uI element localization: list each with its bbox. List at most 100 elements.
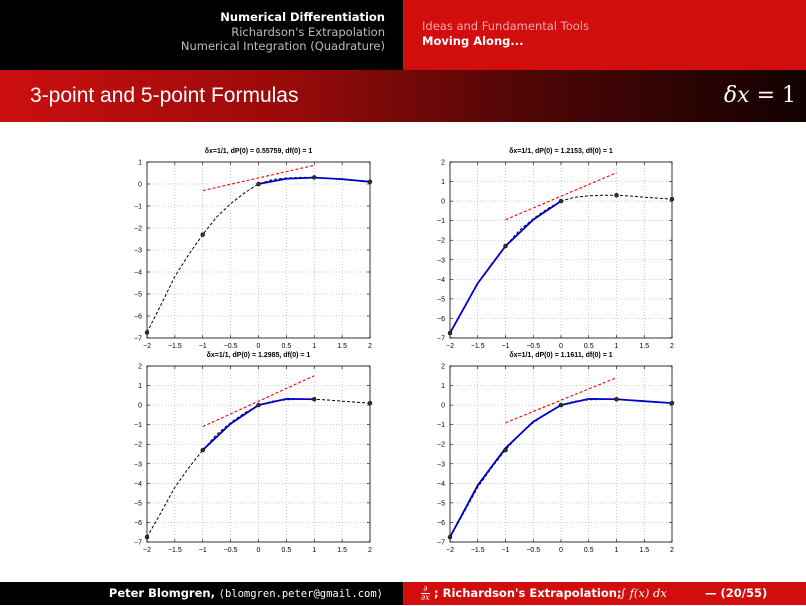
y-tick-label: −3	[437, 257, 445, 264]
y-tick-label: 1	[138, 160, 142, 167]
x-tick-label: −0.5	[224, 343, 238, 350]
y-tick-label: −6	[437, 520, 445, 527]
data-node	[447, 330, 453, 336]
plot-frame	[449, 365, 673, 543]
footer-description: ; Richardson's Extrapolation;	[434, 586, 622, 600]
data-node	[558, 198, 564, 204]
function-curve	[146, 176, 371, 333]
x-tick-label: 1	[312, 547, 316, 554]
y-tick-label: −3	[134, 461, 142, 468]
y-tick-label: −5	[134, 292, 142, 299]
plot-frame	[146, 161, 371, 339]
footer-integral: ∫ f(x) dx	[620, 586, 667, 600]
y-tick-label: −2	[134, 226, 142, 233]
plot-title: δx=1/1, dP(0) = 1.1611, df(0) = 1	[509, 352, 612, 359]
plot-frame	[449, 161, 673, 339]
tangent-line	[505, 172, 617, 221]
y-tick-label: −7	[437, 540, 445, 547]
y-tick-label: −3	[134, 248, 142, 255]
data-node	[503, 447, 508, 453]
header-link-numerical-differentiation[interactable]: Numerical Differentiation	[220, 10, 385, 24]
title-delta-rest: = 1	[749, 83, 796, 108]
data-node	[200, 232, 205, 237]
data-node	[367, 400, 373, 406]
x-tick-label: −0.5	[526, 343, 540, 350]
y-tick-label: −4	[134, 481, 142, 488]
footer-email: ⟨blomgren.peter@gmail.com⟩	[218, 588, 383, 600]
y-tick-label: 2	[441, 364, 445, 371]
x-tick-label: 1.5	[639, 343, 649, 350]
x-tick-label: −2	[446, 343, 454, 350]
plot-3: −2 −1.5 −1 −0.5 0 0.5 1 1.5 2 2 1 0 −1 −2 −3 −4 −5 −6 −7 δx…	[134, 352, 373, 554]
y-tick-label: −1	[134, 422, 142, 429]
y-tick-label: −6	[134, 520, 142, 527]
x-tick-label: 1	[615, 343, 619, 350]
footer-deriv-den: ∂x	[421, 593, 430, 602]
y-tick-label: −3	[437, 461, 445, 468]
y-tick-label: −2	[134, 442, 142, 449]
x-tick-label: −1	[502, 343, 510, 350]
x-tick-label: 0.5	[282, 343, 292, 350]
data-node	[144, 534, 150, 540]
header-section-nav: Numerical Differentiation Richardson's E…	[0, 0, 403, 70]
x-tick-label: −0.5	[224, 547, 238, 554]
y-tick-label: −5	[437, 500, 445, 507]
title-delta-var: δx	[723, 83, 750, 108]
header-link-ideas[interactable]: Ideas and Fundamental Tools	[422, 19, 589, 33]
tangent-line	[202, 375, 315, 428]
footer: Peter Blomgren, ⟨blomgren.peter@gmail.co…	[0, 582, 806, 605]
y-tick-label: −7	[134, 336, 142, 343]
data-node	[256, 181, 261, 187]
footer-author-name: Peter Blomgren,	[108, 586, 215, 600]
y-tick-label: 0	[441, 199, 445, 206]
x-tick-label: 0	[559, 547, 563, 554]
y-tick-label: 1	[138, 383, 142, 390]
y-tick-label: −6	[134, 314, 142, 321]
plot-title: δx=1/1, dP(0) = 1.2985, df(0) = 1	[207, 352, 311, 359]
x-tick-label: −2	[143, 547, 151, 554]
y-tick-label: −4	[437, 277, 445, 284]
data-node	[256, 402, 261, 408]
data-node	[669, 196, 675, 202]
y-tick-label: −1	[134, 204, 142, 211]
slide-title-bar: 3-point and 5-point Formulas δx = 1	[0, 70, 806, 122]
plot-2: −2 −1.5 −1 −0.5 0 0.5 1 1.5 2 2 1 0 −1 −2 −3 −4 −5 −6 −7 δx…	[437, 148, 675, 350]
y-tick-label: −2	[437, 442, 445, 449]
y-tick-label: −7	[134, 540, 142, 547]
footer-page-number: — (20/55)	[705, 586, 768, 600]
y-tick-label: −7	[437, 336, 445, 343]
footer-derivative: ∂ ∂x	[421, 585, 430, 602]
tangent-line	[202, 164, 315, 192]
data-node	[447, 534, 453, 540]
plot-title: δx=1/1, dP(0) = 0.55759, df(0) = 1	[205, 148, 313, 155]
y-tick-label: 2	[138, 364, 142, 371]
slide-title: 3-point and 5-point Formulas	[30, 84, 299, 107]
x-tick-label: 2	[670, 343, 674, 350]
data-node	[503, 243, 508, 249]
y-tick-label: −4	[134, 270, 142, 277]
x-tick-label: 0	[257, 547, 261, 554]
header-link-moving-along[interactable]: Moving Along...	[422, 33, 524, 48]
y-tick-label: −4	[437, 481, 445, 488]
x-tick-label: 1.5	[337, 343, 347, 350]
x-tick-label: 2	[670, 547, 674, 554]
x-tick-label: 0.5	[584, 343, 594, 350]
y-tick-label: 1	[441, 383, 445, 390]
data-node	[367, 179, 373, 185]
footer-author: Peter Blomgren, ⟨blomgren.peter@gmail.co…	[0, 582, 403, 605]
header-link-richardson[interactable]: Richardson's Extrapolation	[231, 24, 385, 39]
x-tick-label: 2	[368, 547, 372, 554]
x-tick-label: −1.5	[168, 547, 182, 554]
x-tick-label: 0	[559, 343, 563, 350]
x-tick-label: 1.5	[337, 547, 347, 554]
data-node	[144, 330, 150, 335]
x-tick-label: −1	[199, 547, 207, 554]
data-node	[200, 447, 205, 453]
header-subsection-nav: Ideas and Fundamental Tools Moving Along…	[403, 0, 806, 70]
data-node	[312, 396, 317, 402]
data-node	[312, 175, 317, 180]
header-link-numerical-integration[interactable]: Numerical Integration (Quadrature)	[180, 39, 385, 53]
plot-1: −2 −1.5 −1 −0.5 0 0.5 1 1.5 2 1 0 −1 −2 −3 −4 −5 −6 −7 δx=…	[134, 148, 373, 350]
data-node	[614, 396, 619, 402]
x-tick-label: −1	[502, 547, 510, 554]
